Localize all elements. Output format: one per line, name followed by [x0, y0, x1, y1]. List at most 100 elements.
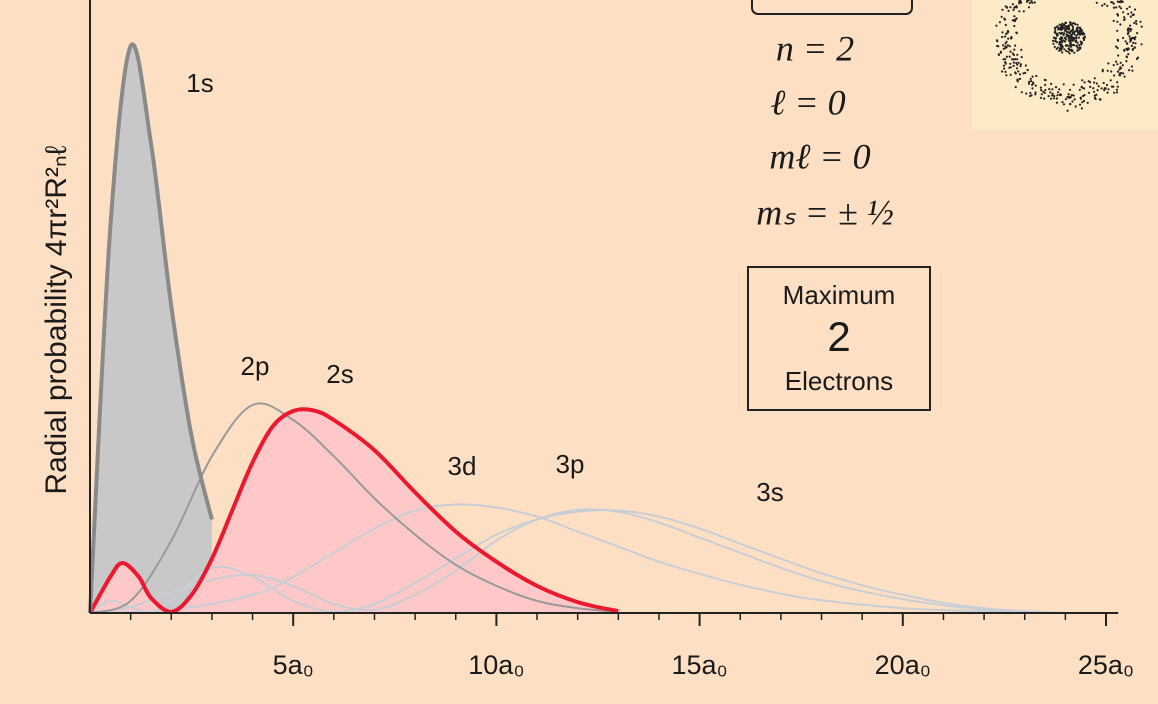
dot	[1131, 48, 1134, 51]
dot	[1100, 87, 1103, 90]
x-tick-label: 10a₀	[468, 650, 524, 680]
dot	[1016, 80, 1020, 83]
dot	[1112, 64, 1115, 67]
dot	[1130, 11, 1133, 14]
dot	[1067, 50, 1070, 53]
dot	[1135, 20, 1138, 23]
dot	[1127, 31, 1130, 34]
dot	[1003, 18, 1007, 21]
dot	[1075, 28, 1078, 31]
dot	[1071, 27, 1074, 30]
dot	[1058, 49, 1061, 52]
dot	[1031, 75, 1034, 78]
dot	[1133, 21, 1136, 24]
dot	[1120, 71, 1123, 75]
dot	[1073, 33, 1076, 36]
dot	[1020, 56, 1023, 59]
dot	[1002, 58, 1005, 61]
dot	[1093, 81, 1096, 84]
quantum-number: n = 2	[776, 28, 854, 68]
series-label: 3s	[756, 477, 783, 507]
dot	[1095, 82, 1098, 85]
dot	[1140, 43, 1143, 46]
dot	[1140, 25, 1143, 28]
dot	[1011, 3, 1015, 6]
dot	[1004, 61, 1007, 64]
dot	[1005, 40, 1008, 43]
dot	[1071, 31, 1074, 34]
dot	[1130, 28, 1133, 31]
dot	[1126, 42, 1129, 45]
dot	[1062, 83, 1065, 86]
dot	[1069, 21, 1072, 24]
dot	[1128, 5, 1131, 8]
dot	[1018, 77, 1022, 80]
dot	[1076, 23, 1079, 26]
dot	[1082, 99, 1086, 103]
dot	[1092, 87, 1095, 90]
dot	[1051, 92, 1054, 95]
dot	[1056, 34, 1059, 37]
dot	[1064, 44, 1067, 47]
dot	[1022, 72, 1025, 75]
dot	[1061, 37, 1064, 40]
dot	[1071, 49, 1074, 52]
x-tick-label: 20a₀	[875, 650, 931, 680]
dot	[1105, 83, 1109, 87]
dot	[1053, 94, 1056, 98]
dot	[1029, 77, 1032, 80]
dot	[1079, 103, 1082, 106]
dot	[1012, 61, 1015, 64]
dot	[1074, 105, 1077, 108]
dot	[1081, 101, 1084, 104]
dot	[1063, 32, 1066, 35]
max-box	[747, 266, 931, 411]
dot	[1087, 91, 1091, 94]
dot	[1004, 70, 1007, 73]
dot	[1103, 3, 1106, 6]
dot	[1068, 52, 1071, 55]
dot	[1070, 35, 1073, 39]
dot	[1014, 44, 1017, 47]
dot	[1074, 30, 1077, 33]
dot	[1058, 37, 1062, 41]
line	[88, 42, 214, 614]
dot	[1107, 62, 1110, 65]
dot	[997, 53, 1000, 56]
dot	[1136, 31, 1139, 35]
dot	[1019, 0, 1023, 4]
dot	[1054, 37, 1058, 40]
dot	[1135, 57, 1139, 61]
dot	[1069, 34, 1072, 37]
dot	[1077, 26, 1080, 29]
dot	[1069, 39, 1072, 42]
orbital-dots	[995, 0, 1143, 112]
dot	[1058, 31, 1061, 35]
dot	[1013, 48, 1016, 51]
dot	[1060, 32, 1063, 36]
dot	[1004, 23, 1007, 27]
dot	[1052, 42, 1055, 45]
dot	[1115, 6, 1118, 9]
dot	[1077, 31, 1080, 34]
dot	[1056, 94, 1059, 97]
dot	[1063, 29, 1066, 32]
dot	[1066, 109, 1069, 112]
dot	[1025, 92, 1028, 95]
box-text: Electrons	[785, 366, 893, 396]
dot	[1026, 0, 1029, 3]
dot	[1071, 38, 1074, 41]
dot	[1042, 90, 1045, 93]
dot	[1005, 74, 1008, 77]
dot	[1068, 36, 1071, 40]
dot	[1093, 96, 1096, 99]
dot	[1081, 79, 1084, 82]
dot	[1008, 45, 1011, 48]
dot	[1011, 52, 1014, 55]
dot	[1081, 86, 1084, 89]
dot	[1118, 5, 1121, 8]
dot	[1065, 35, 1068, 38]
dot	[1131, 69, 1134, 72]
dot	[1043, 91, 1046, 94]
dot	[1015, 67, 1019, 70]
